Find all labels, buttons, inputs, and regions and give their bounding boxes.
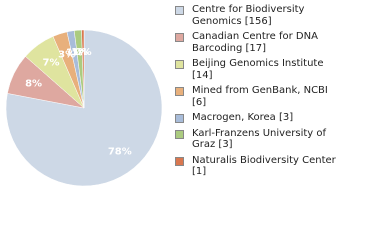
slice-label: 1% [66,48,83,59]
legend-item: Karl-Franzens University of Graz [3] [172,128,340,151]
legend-swatch [175,129,184,139]
legend-label: Naturalis Biodiversity Center [1] [192,154,336,178]
pie-slice [5,29,163,187]
slice-label: 78% [108,146,132,157]
legend-label: Canadian Centre for DNA Barcoding [17] [192,31,318,54]
legend-item: Beijing Genomics Institute [14] [172,58,340,81]
legend-swatch [175,156,184,166]
legend-label: Karl-Franzens University of Graz [3] [192,127,326,151]
pie-slice [81,29,85,109]
legend-item: Naturalis Biodiversity Center [1] [172,155,340,178]
legend-swatch [175,114,184,123]
legend-item: Centre for Biodiversity Genomics [156] [172,4,340,27]
legend-swatch [175,33,184,42]
legend-label: Mined from GenBank, NCBI [6] [192,85,328,108]
pie-chart: 78% 8%7%3%1%1%0% [5,29,163,187]
slice-label: 1% [71,47,88,58]
legend-item: Canadian Centre for DNA Barcoding [17] [172,31,340,54]
legend-swatch [175,60,184,69]
slice-label: 0% [75,47,92,58]
legend-swatch [175,87,184,96]
legend-label: Beijing Genomics Institute [14] [192,58,324,81]
slice-label: 3% [58,50,75,61]
legend-item: Macrogen, Korea [3] [172,112,340,124]
legend-item: Mined from GenBank, NCBI [6] [172,85,340,108]
legend: Centre for Biodiversity Genomics [156] Ca… [172,4,372,182]
legend-label: Centre for Biodiversity Genomics [156] [192,4,305,27]
slice-label: 7% [42,58,59,69]
slice-label: 8% [25,78,42,89]
legend-label: Macrogen, Korea [3] [192,112,294,123]
legend-swatch [175,6,184,15]
